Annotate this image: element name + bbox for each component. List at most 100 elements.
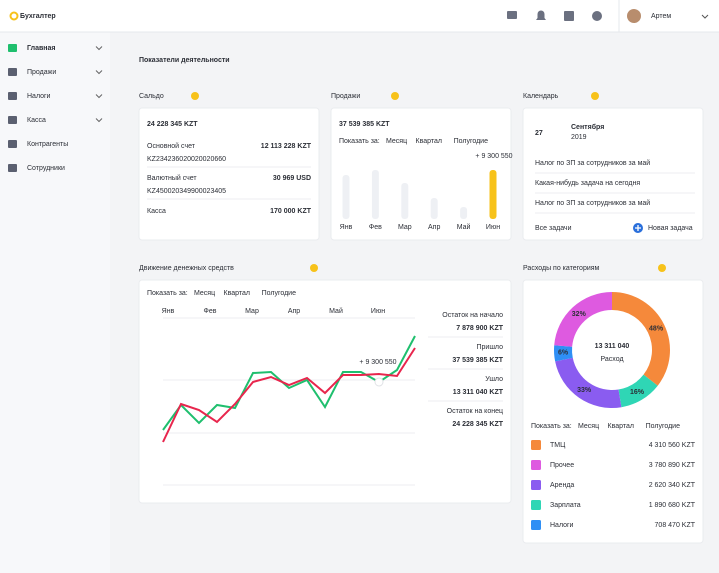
new-task-link[interactable]: Новая задача [648, 225, 693, 232]
help-badge [591, 92, 599, 100]
sales-bar [342, 175, 350, 219]
month-label: Апр [288, 308, 300, 315]
legend-name: Налоги [550, 522, 574, 529]
task[interactable]: Налог по ЗП за сотрудников за май [535, 199, 650, 207]
section-title: Расходы по категориям [523, 265, 600, 272]
period-option[interactable]: Полугодие [262, 290, 296, 297]
donut-segment [554, 345, 573, 362]
bar-annotation: + 9 300 550 [475, 153, 512, 160]
account-name: Касса [147, 208, 166, 215]
account-iban: KZ450020349900023405 [147, 188, 226, 195]
legend-name: Аренда [550, 482, 574, 489]
menu-item[interactable]: Продажи [27, 69, 56, 76]
donut-segment [554, 292, 612, 347]
card [138, 279, 512, 504]
donut-segment [618, 374, 658, 408]
period-option[interactable]: Полугодие [454, 138, 488, 145]
summary-label: Пришло [476, 344, 503, 351]
sales-total: 37 539 385 KZT [339, 121, 390, 128]
bar-label: Май [457, 223, 471, 231]
calendar-year: 2019 [571, 134, 587, 141]
menu-icon [8, 140, 17, 148]
section-title: Сальдо [139, 93, 164, 100]
menu-item[interactable]: Контрагенты [27, 141, 68, 148]
logo-icon [9, 11, 19, 21]
help-icon[interactable] [564, 11, 574, 21]
help-badge [658, 264, 666, 272]
calendar-day: 27 [535, 130, 543, 137]
bar-label: Мар [398, 224, 412, 231]
user-name: Артем [651, 13, 671, 20]
help-badge [391, 92, 399, 100]
bar-label: Апр [428, 224, 440, 231]
donut-segment [612, 292, 670, 386]
period-option[interactable]: Месяц [578, 423, 599, 430]
section-title: Продажи [331, 93, 360, 100]
legend-name: ТМЦ [550, 442, 566, 449]
bell-icon[interactable] [536, 10, 546, 21]
menu-item[interactable]: Касса [27, 117, 46, 124]
account-amount: 30 969 USD [273, 175, 311, 182]
account-amount: 170 000 KZT [270, 208, 312, 215]
bar-label: Фев [369, 224, 382, 231]
period-option[interactable]: Квартал [416, 138, 442, 145]
period-option[interactable]: Квартал [608, 423, 634, 430]
section-title: Движение денежных средств [139, 265, 234, 272]
add-plus [635, 225, 641, 231]
card [138, 107, 320, 241]
month-label: Фев [204, 308, 217, 315]
menu-icon [8, 164, 17, 172]
legend-name: Прочее [550, 462, 574, 469]
menu-item[interactable]: Главная [27, 45, 55, 52]
legend-amount: 708 470 KZT [655, 522, 696, 529]
period-option[interactable]: Квартал [224, 290, 250, 297]
line-annotation: + 9 300 550 [359, 359, 396, 366]
month-label: Июн [371, 308, 385, 315]
sales-bar [430, 198, 438, 219]
menu-item[interactable]: Налоги [27, 93, 51, 100]
legend-amount: 1 890 680 KZT [649, 502, 696, 509]
segment-label: 33% [577, 387, 592, 394]
menu-icon [8, 44, 17, 52]
user-chevron[interactable] [701, 14, 709, 19]
month-label: Янв [162, 308, 175, 315]
menu-item[interactable]: Сотрудники [27, 165, 65, 172]
bar-label: Янв [340, 224, 353, 231]
legend-swatch [531, 480, 541, 490]
legend-amount: 3 780 890 KZT [649, 462, 696, 469]
menu-chevron [95, 46, 103, 51]
month-label: Май [329, 307, 343, 315]
summary-value: 7 878 900 KZT [456, 325, 503, 332]
avatar[interactable] [627, 9, 641, 23]
all-tasks-link[interactable]: Все задачи [535, 225, 572, 232]
card [522, 107, 704, 241]
legend-amount: 2 620 340 KZT [649, 482, 696, 489]
bar-label: Июн [486, 224, 500, 231]
legend-swatch [531, 520, 541, 530]
task[interactable]: Какая-нибудь задача на сегодня [535, 179, 640, 187]
month-label: Мар [245, 308, 259, 315]
chat-icon[interactable] [507, 11, 517, 19]
period-option[interactable]: Месяц [386, 138, 407, 145]
cashflow-line [162, 347, 416, 443]
menu-icon [8, 92, 17, 100]
settings-icon[interactable] [592, 11, 602, 21]
sales-bar [460, 207, 468, 219]
cashflow-line [162, 335, 416, 431]
sales-bar [371, 170, 379, 219]
section-title: Календарь [523, 93, 559, 100]
period-option[interactable]: Месяц [194, 290, 215, 297]
menu-chevron [95, 118, 103, 123]
account-amount: 12 113 228 KZT [261, 143, 312, 150]
segment-label: 16% [630, 389, 645, 396]
topbar [0, 0, 719, 32]
period-option[interactable]: Полугодие [646, 423, 680, 430]
legend-swatch [531, 500, 541, 510]
segment-label: 32% [572, 311, 587, 318]
highlight-point [374, 377, 384, 387]
task[interactable]: Налог по ЗП за сотрудников за май [535, 159, 650, 167]
account-name: Валютный счет [147, 174, 197, 182]
sidebar [0, 32, 110, 573]
help-badge [310, 264, 318, 272]
